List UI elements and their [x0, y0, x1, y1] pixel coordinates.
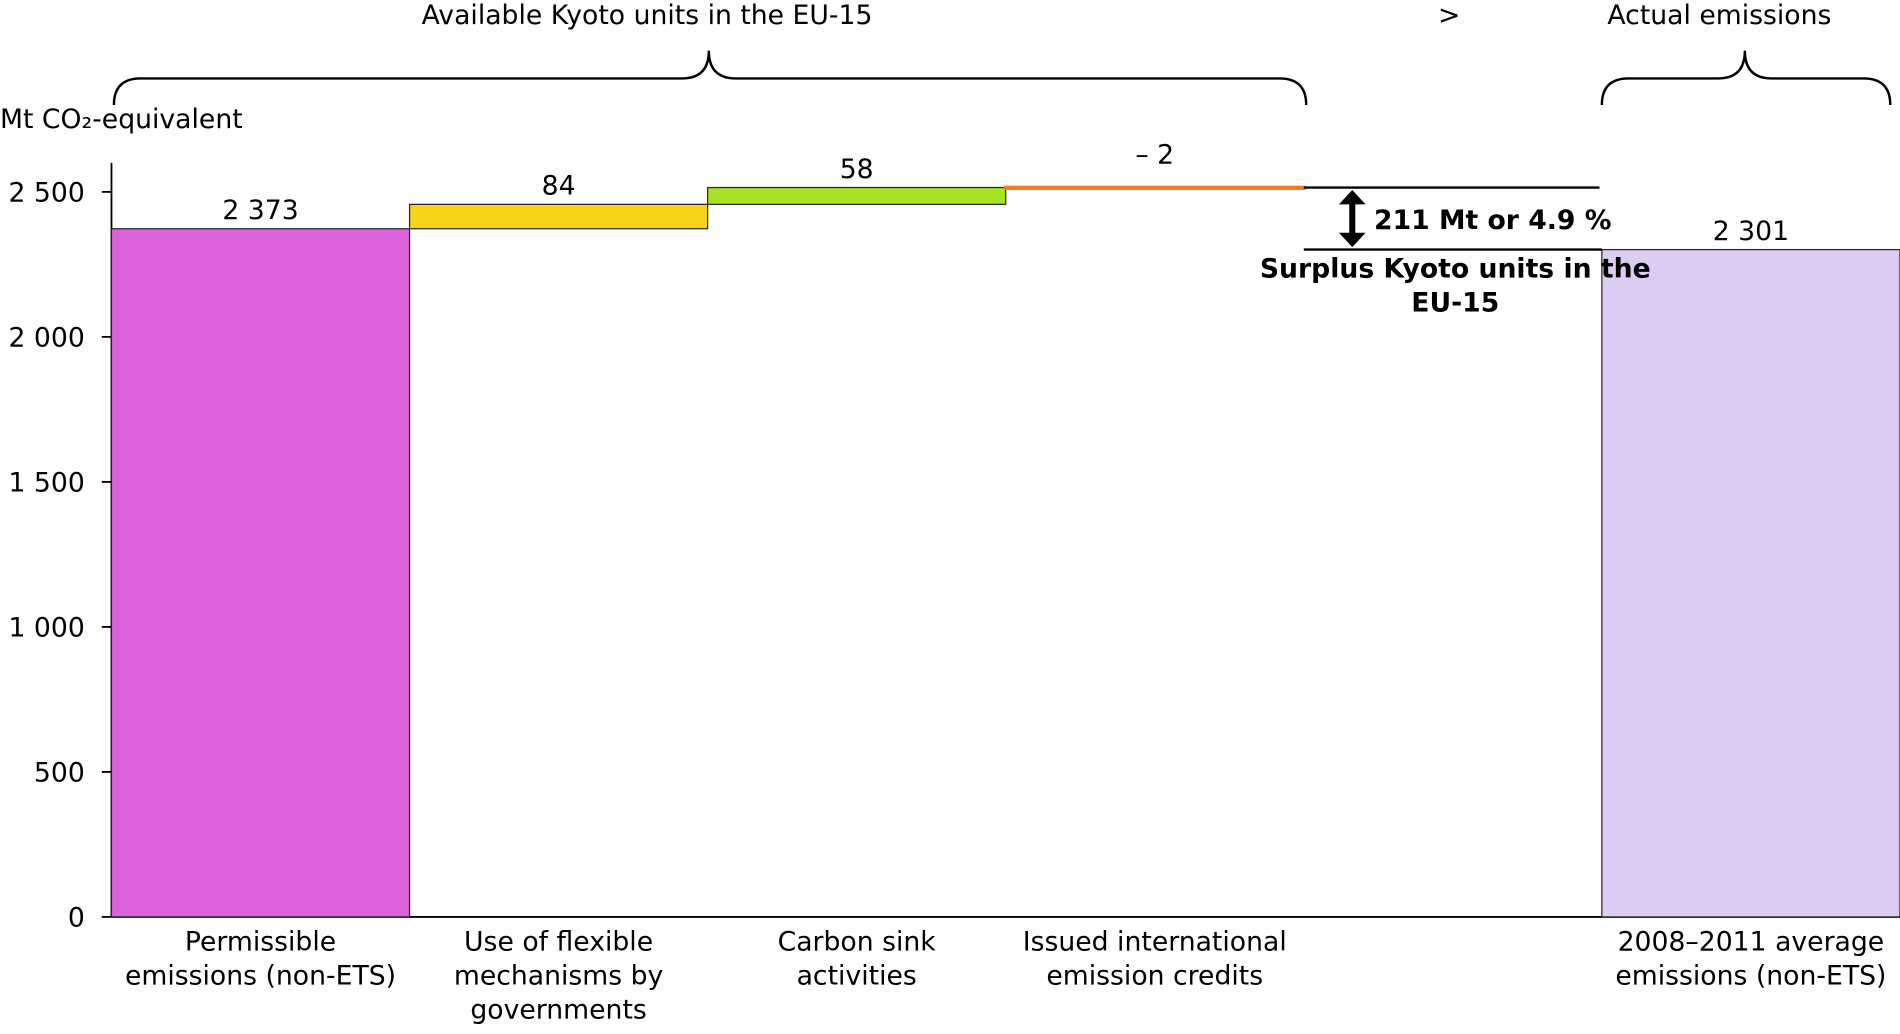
x-tick-label: 2008–2011 average emissions (non-ETS) — [1615, 927, 1887, 992]
group-label: Available Kyoto units in the EU-15 — [422, 0, 873, 31]
bar — [110, 228, 411, 918]
brace-right — [1600, 50, 1892, 105]
y-tick-label: 0 — [68, 903, 85, 934]
group-label: Actual emissions — [1607, 0, 1831, 31]
comparison-sign: > — [1438, 0, 1460, 31]
bar — [1003, 185, 1306, 190]
x-tick-label: Use of flexible mechanisms by government… — [453, 927, 664, 1026]
value-label: 2 373 — [222, 195, 298, 226]
value-label: 58 — [840, 154, 874, 185]
value-label: 84 — [542, 171, 576, 202]
x-tick-label: Carbon sink activities — [777, 927, 936, 992]
value-label: 2 301 — [1713, 216, 1789, 247]
bar — [1601, 248, 1900, 918]
brace-left — [112, 50, 1308, 105]
x-tick-label: Issued international emission credits — [1022, 927, 1287, 992]
y-tick-label: 2 000 — [9, 323, 85, 354]
x-tick-label: Permissible emissions (non-ETS) — [124, 927, 397, 992]
y-tick-label: 2 500 — [9, 178, 85, 209]
surplus-value: 211 Mt or 4.9 % — [1374, 205, 1611, 236]
y-tick-label: 1 500 — [9, 468, 85, 499]
bar — [408, 203, 709, 230]
y-axis-title: Mt CO₂-equivalent — [0, 104, 243, 135]
arrow-head — [1338, 189, 1366, 205]
y-tick-label: 1 000 — [9, 613, 85, 644]
arrow-head — [1338, 232, 1366, 248]
value-label: – 2 — [1135, 139, 1174, 170]
y-tick-label: 500 — [34, 758, 85, 789]
surplus-label: Surplus Kyoto units in the EU-15 — [1259, 254, 1651, 319]
bar — [707, 186, 1007, 205]
